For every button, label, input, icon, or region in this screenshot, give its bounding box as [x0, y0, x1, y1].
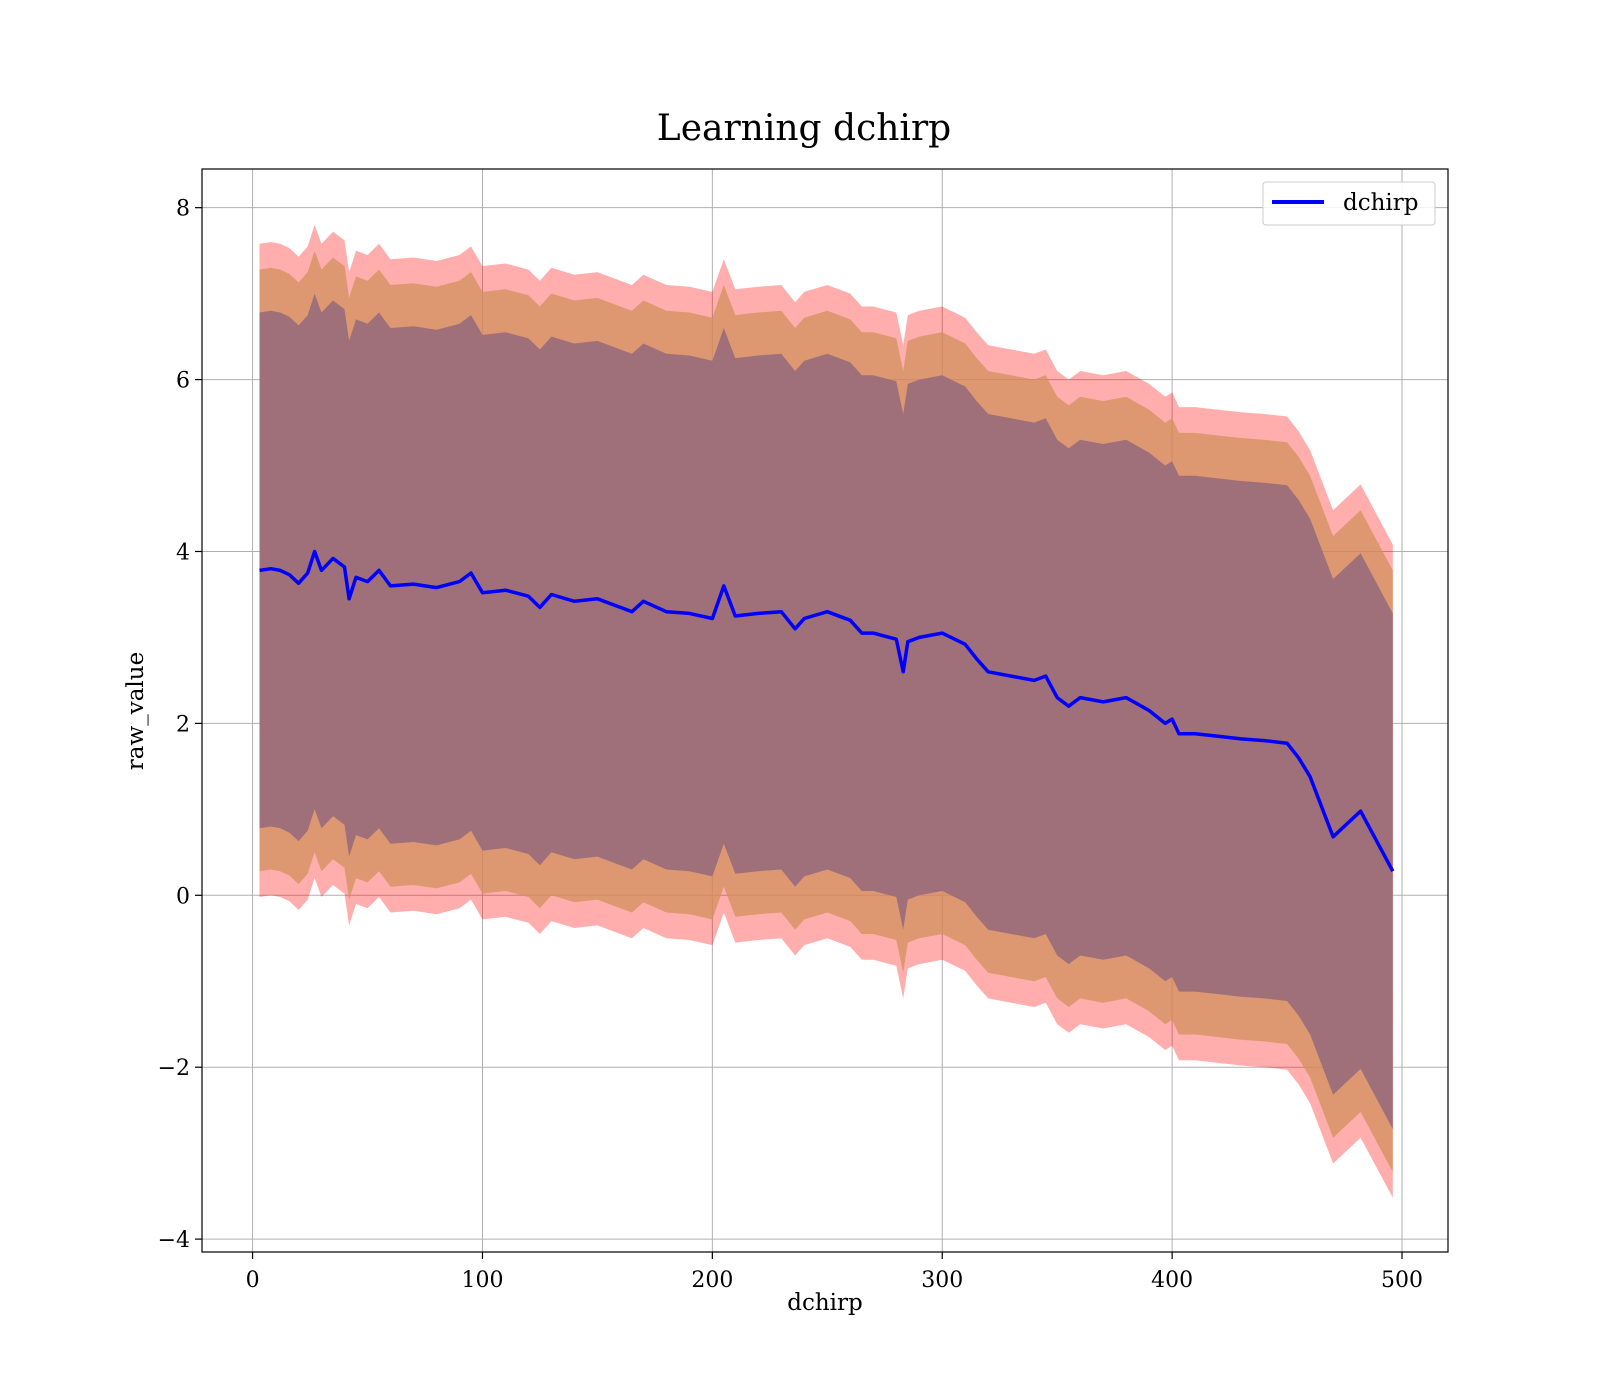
x-tick-label: 200 — [691, 1268, 733, 1293]
series-layer — [259, 549, 1395, 873]
y-tick-label: 0 — [176, 884, 190, 909]
x-tick-label: 400 — [1151, 1268, 1193, 1293]
y-tick-label: 4 — [176, 540, 190, 565]
x-axis-ticks: 0 100 200 300 400 500 — [246, 1252, 1423, 1293]
y-tick-label: −4 — [158, 1228, 190, 1253]
plot-frame — [201, 168, 1449, 1253]
x-axis-label: dchirp — [787, 1290, 863, 1316]
y-axis-ticks: −4 −2 0 2 4 6 8 — [158, 197, 202, 1253]
x-tick-label: 100 — [461, 1268, 503, 1293]
uncertainty-bands — [259, 224, 1393, 1198]
legend-box — [1262, 181, 1436, 226]
chart-title: Learning dchirp — [657, 108, 951, 149]
y-tick-label: −2 — [158, 1056, 190, 1081]
y-tick-label: 2 — [176, 712, 190, 737]
series-line-dchirp — [259, 549, 1395, 873]
x-tick-label: 300 — [921, 1268, 963, 1293]
y-tick-label: 6 — [176, 369, 190, 394]
x-tick-label: 500 — [1381, 1268, 1423, 1293]
x-tick-label: 0 — [246, 1268, 260, 1293]
y-tick-label: 8 — [176, 197, 190, 222]
legend: dchirp — [1262, 181, 1436, 226]
y-axis-label: raw_value — [123, 652, 149, 770]
band-inner — [259, 293, 1393, 1130]
legend-label: dchirp — [1343, 190, 1419, 216]
